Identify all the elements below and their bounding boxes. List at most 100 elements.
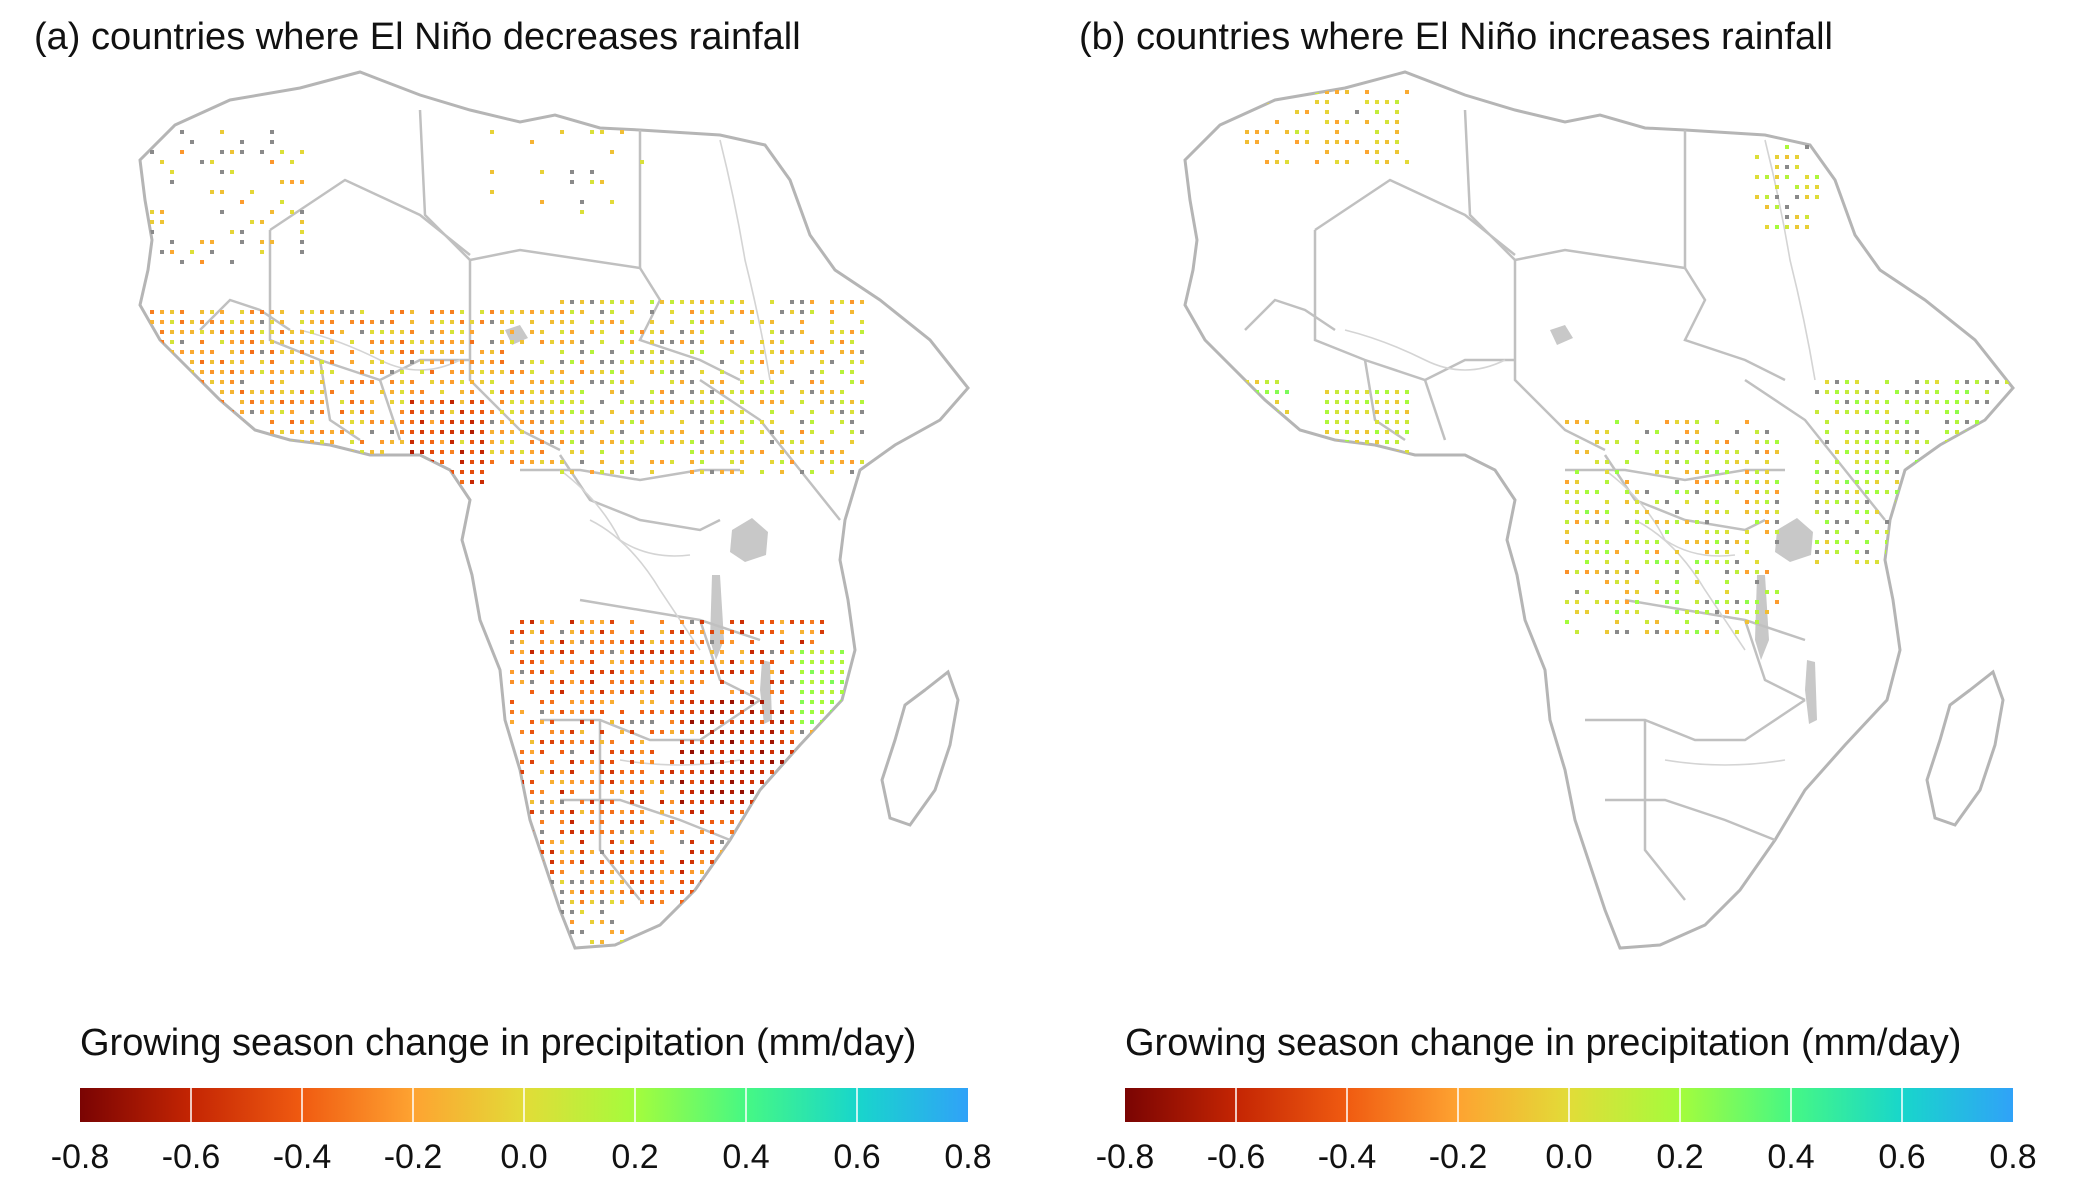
precip-dot	[1815, 410, 1819, 414]
colorbar-segment	[746, 1088, 857, 1122]
precip-dot	[580, 450, 584, 454]
precip-dot	[500, 330, 504, 334]
precip-dot	[1685, 520, 1689, 524]
precip-dot	[490, 360, 494, 364]
precip-dot	[630, 330, 634, 334]
precip-dot	[610, 810, 614, 814]
precip-dot	[580, 710, 584, 714]
precip-dot	[1915, 500, 1919, 504]
precip-dot	[800, 700, 804, 704]
precip-dot	[700, 400, 704, 404]
precip-dot	[700, 770, 704, 774]
precip-dot	[570, 790, 574, 794]
precip-dot	[560, 870, 564, 874]
precip-dot	[1705, 500, 1709, 504]
precip-dot	[620, 300, 624, 304]
precip-dot	[500, 430, 504, 434]
precip-dot	[810, 860, 814, 864]
precip-dot	[640, 690, 644, 694]
precip-dot	[740, 380, 744, 384]
precip-dot	[720, 770, 724, 774]
precip-dot	[660, 860, 664, 864]
precip-dot	[820, 790, 824, 794]
precip-dot	[1615, 440, 1619, 444]
precip-dot	[630, 670, 634, 674]
precip-dot	[370, 420, 374, 424]
precip-dot	[800, 840, 804, 844]
precip-dot	[360, 370, 364, 374]
precip-dot	[450, 350, 454, 354]
precip-dot	[670, 780, 674, 784]
precip-dot	[720, 390, 724, 394]
precip-dot	[700, 630, 704, 634]
precip-dot	[1975, 400, 1979, 404]
precip-dot	[1745, 600, 1749, 604]
precip-dot	[670, 690, 674, 694]
precip-dot	[330, 340, 334, 344]
precip-dot	[480, 320, 484, 324]
precip-dot	[1365, 430, 1369, 434]
precip-dot	[720, 750, 724, 754]
precip-dot	[530, 310, 534, 314]
precip-dot	[740, 440, 744, 444]
precip-dot	[270, 420, 274, 424]
precip-dot	[570, 710, 574, 714]
precip-dot	[1985, 380, 1989, 384]
precip-dot	[150, 350, 154, 354]
precip-dot	[250, 220, 254, 224]
precip-dot	[620, 640, 624, 644]
precip-dot	[2005, 440, 2009, 444]
precip-dot	[660, 340, 664, 344]
precip-dot	[1875, 390, 1879, 394]
precip-dot	[590, 940, 594, 944]
precip-dot	[850, 310, 854, 314]
precip-dot	[1925, 380, 1929, 384]
precip-dot	[1285, 160, 1289, 164]
precip-dot	[520, 800, 524, 804]
precip-dot	[640, 440, 644, 444]
precip-dot	[650, 840, 654, 844]
precip-dot	[540, 340, 544, 344]
precip-dot	[460, 320, 464, 324]
precip-dot	[460, 360, 464, 364]
precip-dot	[610, 370, 614, 374]
precip-dot	[700, 760, 704, 764]
precip-dot	[720, 420, 724, 424]
precip-dot	[550, 310, 554, 314]
precip-dot	[1255, 400, 1259, 404]
precip-dot	[560, 400, 564, 404]
precip-dot	[780, 870, 784, 874]
precip-dot	[480, 430, 484, 434]
precip-dot	[1765, 225, 1769, 229]
precip-dot	[590, 900, 594, 904]
precip-dot	[830, 700, 834, 704]
precip-dot	[540, 830, 544, 834]
precip-dot	[780, 750, 784, 754]
precip-dot	[520, 400, 524, 404]
precip-dot	[280, 390, 284, 394]
precip-dot	[770, 780, 774, 784]
precip-dot	[1635, 590, 1639, 594]
colorbar-a	[80, 1088, 968, 1122]
precip-dot	[710, 760, 714, 764]
precip-dot	[550, 780, 554, 784]
precip-dot	[640, 760, 644, 764]
precip-dot	[190, 420, 194, 424]
precip-dot	[600, 860, 604, 864]
precip-dot	[750, 350, 754, 354]
precip-dot	[1775, 185, 1779, 189]
precip-dot	[810, 310, 814, 314]
precip-dot	[1635, 530, 1639, 534]
precip-dot	[1715, 480, 1719, 484]
precip-dot	[440, 440, 444, 444]
precip-dot	[850, 360, 854, 364]
precip-dot	[1565, 480, 1569, 484]
precip-dot	[270, 410, 274, 414]
precip-dot	[720, 790, 724, 794]
precip-dot	[400, 370, 404, 374]
precip-dot	[760, 630, 764, 634]
precip-dot	[780, 740, 784, 744]
precip-dot	[570, 180, 574, 184]
precip-dot	[720, 670, 724, 674]
precip-dot	[550, 430, 554, 434]
